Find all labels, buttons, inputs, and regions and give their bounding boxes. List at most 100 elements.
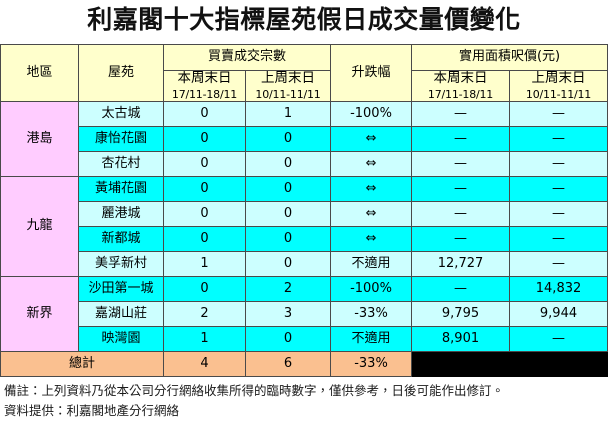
header-group-transactions: 買賣成交宗數 [163, 44, 332, 71]
change-cell: -100% [330, 101, 413, 128]
header-transactions-last-weekend-dates: 10/11-11/11 [255, 87, 321, 101]
table-row: 新界 沙田第一城 0 2 -100% —14,832 [0, 276, 608, 353]
price-this-weekend-cell: 9,795 [411, 301, 511, 328]
change-cell: ⇔ [330, 201, 413, 228]
price-last-weekend-cell: 14,832 [509, 276, 608, 303]
transactions-this-weekend-cell: 0 [163, 101, 246, 128]
price-last-weekend-cell: — [509, 126, 608, 153]
header-region: 地區 [0, 44, 79, 103]
transactions-last-weekend-cell: 2 [245, 276, 332, 303]
price-this-weekend-cell: — [411, 201, 511, 228]
header-price-last-weekend-dates: 10/11-11/11 [525, 87, 592, 101]
table-row: 港島 太古城 0 1 -100% — — [0, 101, 608, 178]
transactions-last-weekend-cell: 0 [245, 251, 332, 278]
estate-cell: 康怡花園 [78, 126, 164, 153]
change-cell: 不適用 [330, 251, 413, 278]
total-transactions-this-weekend: 4 [163, 351, 246, 378]
price-this-weekend-cell: — [411, 226, 511, 253]
header-price-this-weekend: 本周末日 17/11-18/11 [411, 70, 511, 103]
transactions-last-weekend-cell: 0 [245, 151, 332, 178]
table-header: 地區 屋苑 買賣成交宗數 升跌幅 實用面積呎價(元) 本周末日 17/11-18… [0, 44, 608, 103]
table-row: 新都城 0 0 ⇔ — — [1, 226, 608, 253]
price-last-weekend-cell: 9,944 [509, 301, 608, 328]
change-cell: -100% [330, 276, 413, 303]
total-transactions-last-weekend: 6 [245, 351, 332, 378]
estate-cell: 映灣園 [78, 326, 164, 353]
price-this-weekend-cell: — [411, 126, 511, 153]
header-estate: 屋苑 [78, 44, 164, 103]
transactions-this-weekend-cell: 1 [163, 251, 246, 278]
header-group-price: 實用面積呎價(元) [411, 44, 608, 71]
table-row: 九龍 黃埔花園 0 0 ⇔ — — [0, 176, 608, 278]
change-cell: 不適用 [330, 326, 413, 353]
change-cell: ⇔ [330, 176, 413, 203]
price-this-weekend-cell: 8,901 [411, 326, 511, 353]
estate-cell: 新都城 [78, 226, 164, 253]
table-row: 嘉湖山莊 2 3 -33% 9,795 9,944 [1, 301, 608, 328]
header-transactions-this-weekend-label: 本周末日 [177, 70, 232, 86]
footnote-source: 資料提供：利嘉閣地產分行網絡 [4, 402, 180, 418]
transactions-this-weekend-cell: 0 [163, 176, 246, 203]
header-row-subcolumns: 本周末日 17/11-18/11 上周末日 10/11-11/11 本周末日 1… [1, 70, 608, 103]
change-cell: ⇔ [330, 151, 413, 178]
market-data-table: 地區 屋苑 買賣成交宗數 升跌幅 實用面積呎價(元) 本周末日 17/11-18… [0, 44, 608, 378]
change-cell: ⇔ [330, 126, 413, 153]
footnote-remark: 備註：上列資料乃從本公司分行網絡收集所得的臨時數字，僅供參考，日後可能作出修訂。 [4, 383, 505, 399]
header-transactions-this-weekend: 本周末日 17/11-18/11 [163, 70, 246, 103]
estate-cell: 黃埔花園 [78, 176, 164, 203]
transactions-last-weekend-cell: 0 [245, 226, 332, 253]
transactions-this-weekend-cell: 0 [163, 151, 246, 178]
transactions-last-weekend-cell: 0 [245, 201, 332, 228]
estate-cell: 麗港城 [78, 201, 164, 228]
total-price-blank [411, 351, 608, 378]
price-this-weekend-cell: — [411, 151, 511, 178]
transactions-last-weekend-cell: 3 [245, 301, 332, 328]
region-cell: 新界 [0, 276, 79, 353]
transactions-last-weekend-cell: 1 [245, 101, 332, 128]
header-transactions-last-weekend: 上周末日 10/11-11/11 [245, 70, 332, 103]
table-row: 美孚新村 1 0 不適用 12,727— [1, 251, 608, 278]
transactions-last-weekend-cell: 0 [245, 326, 332, 353]
header-transactions-last-weekend-label: 上周末日 [261, 70, 315, 86]
price-this-weekend-cell: — [411, 101, 511, 128]
transactions-this-weekend-cell: 0 [163, 126, 246, 153]
price-last-weekend-cell: — [509, 326, 608, 353]
table-row: 麗港城 0 0 ⇔ — — [1, 201, 608, 228]
estate-cell: 太古城 [78, 101, 164, 128]
header-price-this-weekend-dates: 17/11-18/11 [427, 87, 494, 101]
estate-cell: 沙田第一城 [78, 276, 164, 303]
estate-cell: 杏花村 [78, 151, 164, 178]
price-last-weekend-cell: — [509, 176, 608, 203]
page-title: 利嘉閣十大指標屋苑假日成交量價變化 [87, 5, 521, 34]
total-change: -33% [330, 351, 413, 378]
price-last-weekend-cell: — [509, 226, 608, 253]
table-body: 港島 太古城 0 1 -100% — — 康怡花園 0 0 ⇔ — — 杏花村 0 0 ⇔ — — 九龍 黃埔花園 0 0 ⇔… [0, 101, 608, 378]
table-row: 康怡花園 0 0 ⇔ — — [1, 126, 608, 153]
price-last-weekend-cell: — [509, 251, 608, 278]
table-row: 映灣園 1 0 不適用 8,901— [1, 326, 608, 353]
header-price-last-weekend-label: 上周末日 [531, 70, 586, 86]
region-cell: 港島 [0, 101, 79, 178]
total-label: 總計 [0, 351, 164, 378]
header-transactions-this-weekend-dates: 17/11-18/11 [171, 87, 238, 101]
estate-cell: 美孚新村 [78, 251, 164, 278]
transactions-last-weekend-cell: 0 [245, 176, 332, 203]
price-last-weekend-cell: — [509, 151, 608, 178]
transactions-this-weekend-cell: 0 [163, 226, 246, 253]
transactions-this-weekend-cell: 0 [163, 276, 246, 303]
price-this-weekend-cell: — [411, 176, 511, 203]
transactions-last-weekend-cell: 0 [245, 126, 332, 153]
change-cell: ⇔ [330, 226, 413, 253]
header-change: 升跌幅 [330, 44, 413, 103]
total-row: 總計 4 6 -33% [0, 351, 608, 378]
transactions-this-weekend-cell: 2 [163, 301, 246, 328]
header-row-groups: 地區 屋苑 買賣成交宗數 升跌幅 實用面積呎價(元) [0, 44, 608, 103]
header-price-this-weekend-label: 本周末日 [433, 70, 488, 86]
price-this-weekend-cell: 12,727 [411, 251, 511, 278]
price-this-weekend-cell: — [411, 276, 511, 303]
change-cell: -33% [330, 301, 413, 328]
price-last-weekend-cell: — [509, 201, 608, 228]
header-price-last-weekend: 上周末日 10/11-11/11 [509, 70, 608, 103]
table-row: 杏花村 0 0 ⇔ — — [1, 151, 608, 178]
price-last-weekend-cell: — [509, 101, 608, 128]
